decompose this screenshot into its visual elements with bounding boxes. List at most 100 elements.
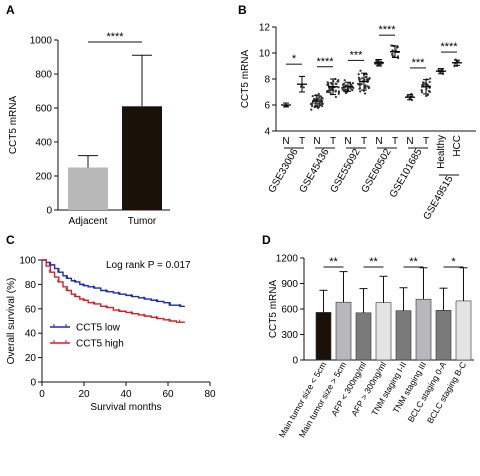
group-label: T (299, 136, 305, 147)
y-tick-label: 400 (35, 138, 52, 149)
data-point (341, 88, 344, 91)
data-point (334, 82, 337, 85)
dataset-label: GSE101685 (388, 147, 425, 200)
data-point (329, 89, 332, 92)
x-axis-label: Survival months (90, 402, 161, 413)
data-point (343, 90, 346, 93)
data-point (310, 104, 314, 108)
data-point (427, 89, 430, 93)
x-tick-label: 20 (78, 389, 90, 400)
logrank-annotation: Log rank P = 0.017 (106, 260, 191, 271)
y-tick-label: 8 (264, 75, 270, 86)
data-point (318, 96, 321, 99)
y-tick-label: 0 (30, 378, 36, 389)
legend-label: CCT5 low (76, 323, 121, 334)
data-point (426, 84, 429, 87)
y-tick-label: 600 (35, 104, 52, 115)
bar (335, 301, 352, 361)
data-point (396, 46, 399, 49)
data-point (358, 87, 361, 90)
km-curve-low (42, 259, 185, 308)
bar (455, 300, 472, 361)
data-point (348, 82, 352, 85)
bar (415, 298, 432, 361)
bar (435, 309, 452, 361)
y-tick-label: 100 (19, 256, 36, 267)
km-curve-high (42, 259, 185, 323)
bar-adjacent (68, 167, 108, 210)
x-tick-label: 60 (162, 389, 174, 400)
data-point (426, 94, 429, 97)
group-label: T (392, 136, 398, 147)
x-tick-label: Tumor (128, 216, 157, 227)
y-tick-label: 1200 (276, 254, 299, 265)
data-point (396, 55, 399, 58)
panel-letter-a: A (6, 3, 15, 17)
legend-label: CCT5 high (76, 339, 124, 350)
bar (395, 310, 412, 361)
significance-marker: **** (378, 24, 396, 36)
significance-marker: **** (106, 31, 124, 43)
data-point (319, 98, 323, 101)
data-point (357, 76, 360, 79)
bar-tumor (122, 106, 162, 210)
data-point (337, 90, 341, 93)
data-point (360, 82, 363, 86)
data-point (368, 77, 371, 80)
y-tick-label: 60 (25, 304, 37, 315)
data-point (337, 92, 340, 95)
chart-a: CCT5 mRNA 0 200 400 600 800 1000 Adjacent Tumor *… (8, 31, 170, 227)
dataset-label: GSE49515 (422, 174, 456, 222)
data-point (420, 91, 424, 94)
panel-letter-d: D (262, 233, 271, 247)
data-point (364, 86, 367, 90)
dataset-label: GSE55092 (329, 147, 363, 195)
significance-marker: *** (350, 49, 364, 61)
data-point (318, 101, 321, 104)
data-point (336, 80, 339, 83)
data-point (421, 81, 424, 84)
group-label: N (375, 136, 382, 147)
panel-letter-b: B (238, 3, 247, 17)
data-point (334, 90, 337, 93)
data-point (429, 77, 432, 80)
y-tick-label: 600 (281, 305, 298, 316)
group-label: T (423, 136, 429, 147)
data-point (363, 92, 367, 95)
group-label: N (313, 136, 320, 147)
dataset-label: GSE45436 (298, 147, 332, 195)
data-point (321, 105, 324, 108)
y-tick-label: 4 (264, 127, 270, 138)
group-label: N (282, 136, 289, 147)
y-tick-label: 300 (281, 330, 298, 341)
data-point (320, 103, 323, 106)
y-axis-label: Overall survival (%) (6, 278, 17, 365)
y-tick-label: 800 (35, 70, 52, 81)
data-point (317, 92, 320, 95)
data-point (420, 89, 423, 92)
data-point (367, 86, 370, 90)
significance-marker: ** (369, 256, 378, 268)
data-point (337, 86, 340, 89)
y-tick-label: 0 (46, 206, 52, 217)
data-point (357, 73, 360, 76)
data-point (344, 84, 348, 87)
y-tick-label: 0 (292, 356, 298, 367)
y-axis-label: CCT5 mRNA (268, 280, 279, 339)
data-point (351, 82, 355, 85)
y-tick-label: 12 (259, 23, 271, 34)
group-label: N (406, 136, 413, 147)
significance-marker: **** (440, 41, 458, 53)
data-point (319, 95, 323, 98)
data-point (366, 85, 369, 88)
y-tick-label: 80 (25, 280, 37, 291)
data-point (329, 92, 332, 95)
significance-marker: **** (316, 56, 334, 68)
data-point (359, 69, 362, 72)
group-label: HCC (452, 135, 463, 157)
data-point (351, 89, 354, 92)
significance-marker: * (292, 53, 297, 65)
y-tick-label: 200 (35, 172, 52, 183)
